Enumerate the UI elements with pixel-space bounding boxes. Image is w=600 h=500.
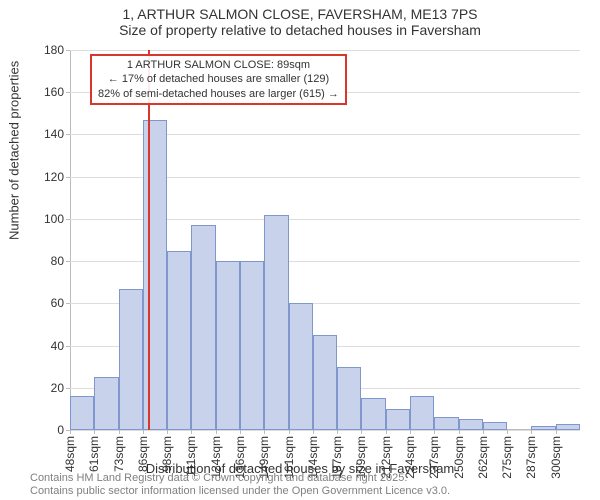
plot-region: 02040608010012014016018048sqm61sqm73sqm8… [70, 50, 580, 430]
xtick-mark [313, 430, 314, 434]
xtick-mark [240, 430, 241, 434]
footer-line-2: Contains public sector information licen… [30, 485, 450, 497]
bar [434, 417, 458, 430]
ytick-mark [66, 261, 70, 262]
marker-line [148, 50, 150, 430]
xtick-mark [264, 430, 265, 434]
xtick-mark [507, 430, 508, 434]
y-axis-label: Number of detached properties [7, 61, 22, 240]
ytick-mark [66, 346, 70, 347]
xtick-mark [337, 430, 338, 434]
title-line-2: Size of property relative to detached ho… [0, 22, 600, 38]
ytick-mark [66, 388, 70, 389]
xtick-mark [434, 430, 435, 434]
xtick-mark [483, 430, 484, 434]
xtick-mark [119, 430, 120, 434]
bar [143, 120, 167, 430]
xtick-mark [289, 430, 290, 434]
title-block: 1, ARTHUR SALMON CLOSE, FAVERSHAM, ME13 … [0, 0, 600, 38]
xtick-mark [556, 430, 557, 434]
annotation-line: 1 ARTHUR SALMON CLOSE: 89sqm [98, 58, 339, 72]
ytick-label: 120 [44, 170, 64, 184]
xtick-mark [94, 430, 95, 434]
annotation-box: 1 ARTHUR SALMON CLOSE: 89sqm← 17% of det… [90, 54, 347, 105]
ytick-label: 0 [57, 423, 64, 437]
title-line-1: 1, ARTHUR SALMON CLOSE, FAVERSHAM, ME13 … [0, 6, 600, 22]
bar [70, 396, 94, 430]
bar [386, 409, 410, 430]
annotation-line: 82% of semi-detached houses are larger (… [98, 87, 339, 101]
ytick-label: 60 [51, 296, 64, 310]
grid-line [70, 430, 580, 431]
bar [240, 261, 264, 430]
bar [216, 261, 240, 430]
bar [119, 289, 143, 430]
bar [361, 398, 385, 430]
ytick-mark [66, 177, 70, 178]
annotation-line: ← 17% of detached houses are smaller (12… [98, 72, 339, 86]
ytick-label: 80 [51, 254, 64, 268]
xtick-mark [191, 430, 192, 434]
ytick-mark [66, 219, 70, 220]
ytick-mark [66, 303, 70, 304]
xtick-mark [70, 430, 71, 434]
plot-area: 02040608010012014016018048sqm61sqm73sqm8… [70, 50, 580, 430]
bar [337, 367, 361, 430]
ytick-label: 180 [44, 43, 64, 57]
bar [313, 335, 337, 430]
footer-line-1: Contains HM Land Registry data © Crown c… [30, 472, 407, 484]
bar [531, 426, 555, 430]
bar [556, 424, 580, 430]
bar [94, 377, 118, 430]
bar [459, 419, 483, 430]
bar [483, 422, 507, 430]
xtick-mark [167, 430, 168, 434]
xtick-mark [459, 430, 460, 434]
ytick-label: 20 [51, 381, 64, 395]
grid-line [70, 50, 580, 51]
footer-note: Contains HM Land Registry data © Crown c… [30, 472, 450, 498]
ytick-label: 100 [44, 212, 64, 226]
ytick-label: 140 [44, 127, 64, 141]
bar [264, 215, 288, 430]
ytick-mark [66, 92, 70, 93]
xtick-mark [216, 430, 217, 434]
bar [191, 225, 215, 430]
bar [167, 251, 191, 430]
bar [410, 396, 434, 430]
chart-container: 1, ARTHUR SALMON CLOSE, FAVERSHAM, ME13 … [0, 0, 600, 500]
xtick-mark [410, 430, 411, 434]
xtick-mark [361, 430, 362, 434]
axis-left [70, 50, 71, 430]
ytick-mark [66, 134, 70, 135]
bar [289, 303, 313, 430]
ytick-label: 40 [51, 339, 64, 353]
ytick-label: 160 [44, 85, 64, 99]
xtick-mark [386, 430, 387, 434]
xtick-mark [143, 430, 144, 434]
xtick-mark [531, 430, 532, 434]
ytick-mark [66, 50, 70, 51]
